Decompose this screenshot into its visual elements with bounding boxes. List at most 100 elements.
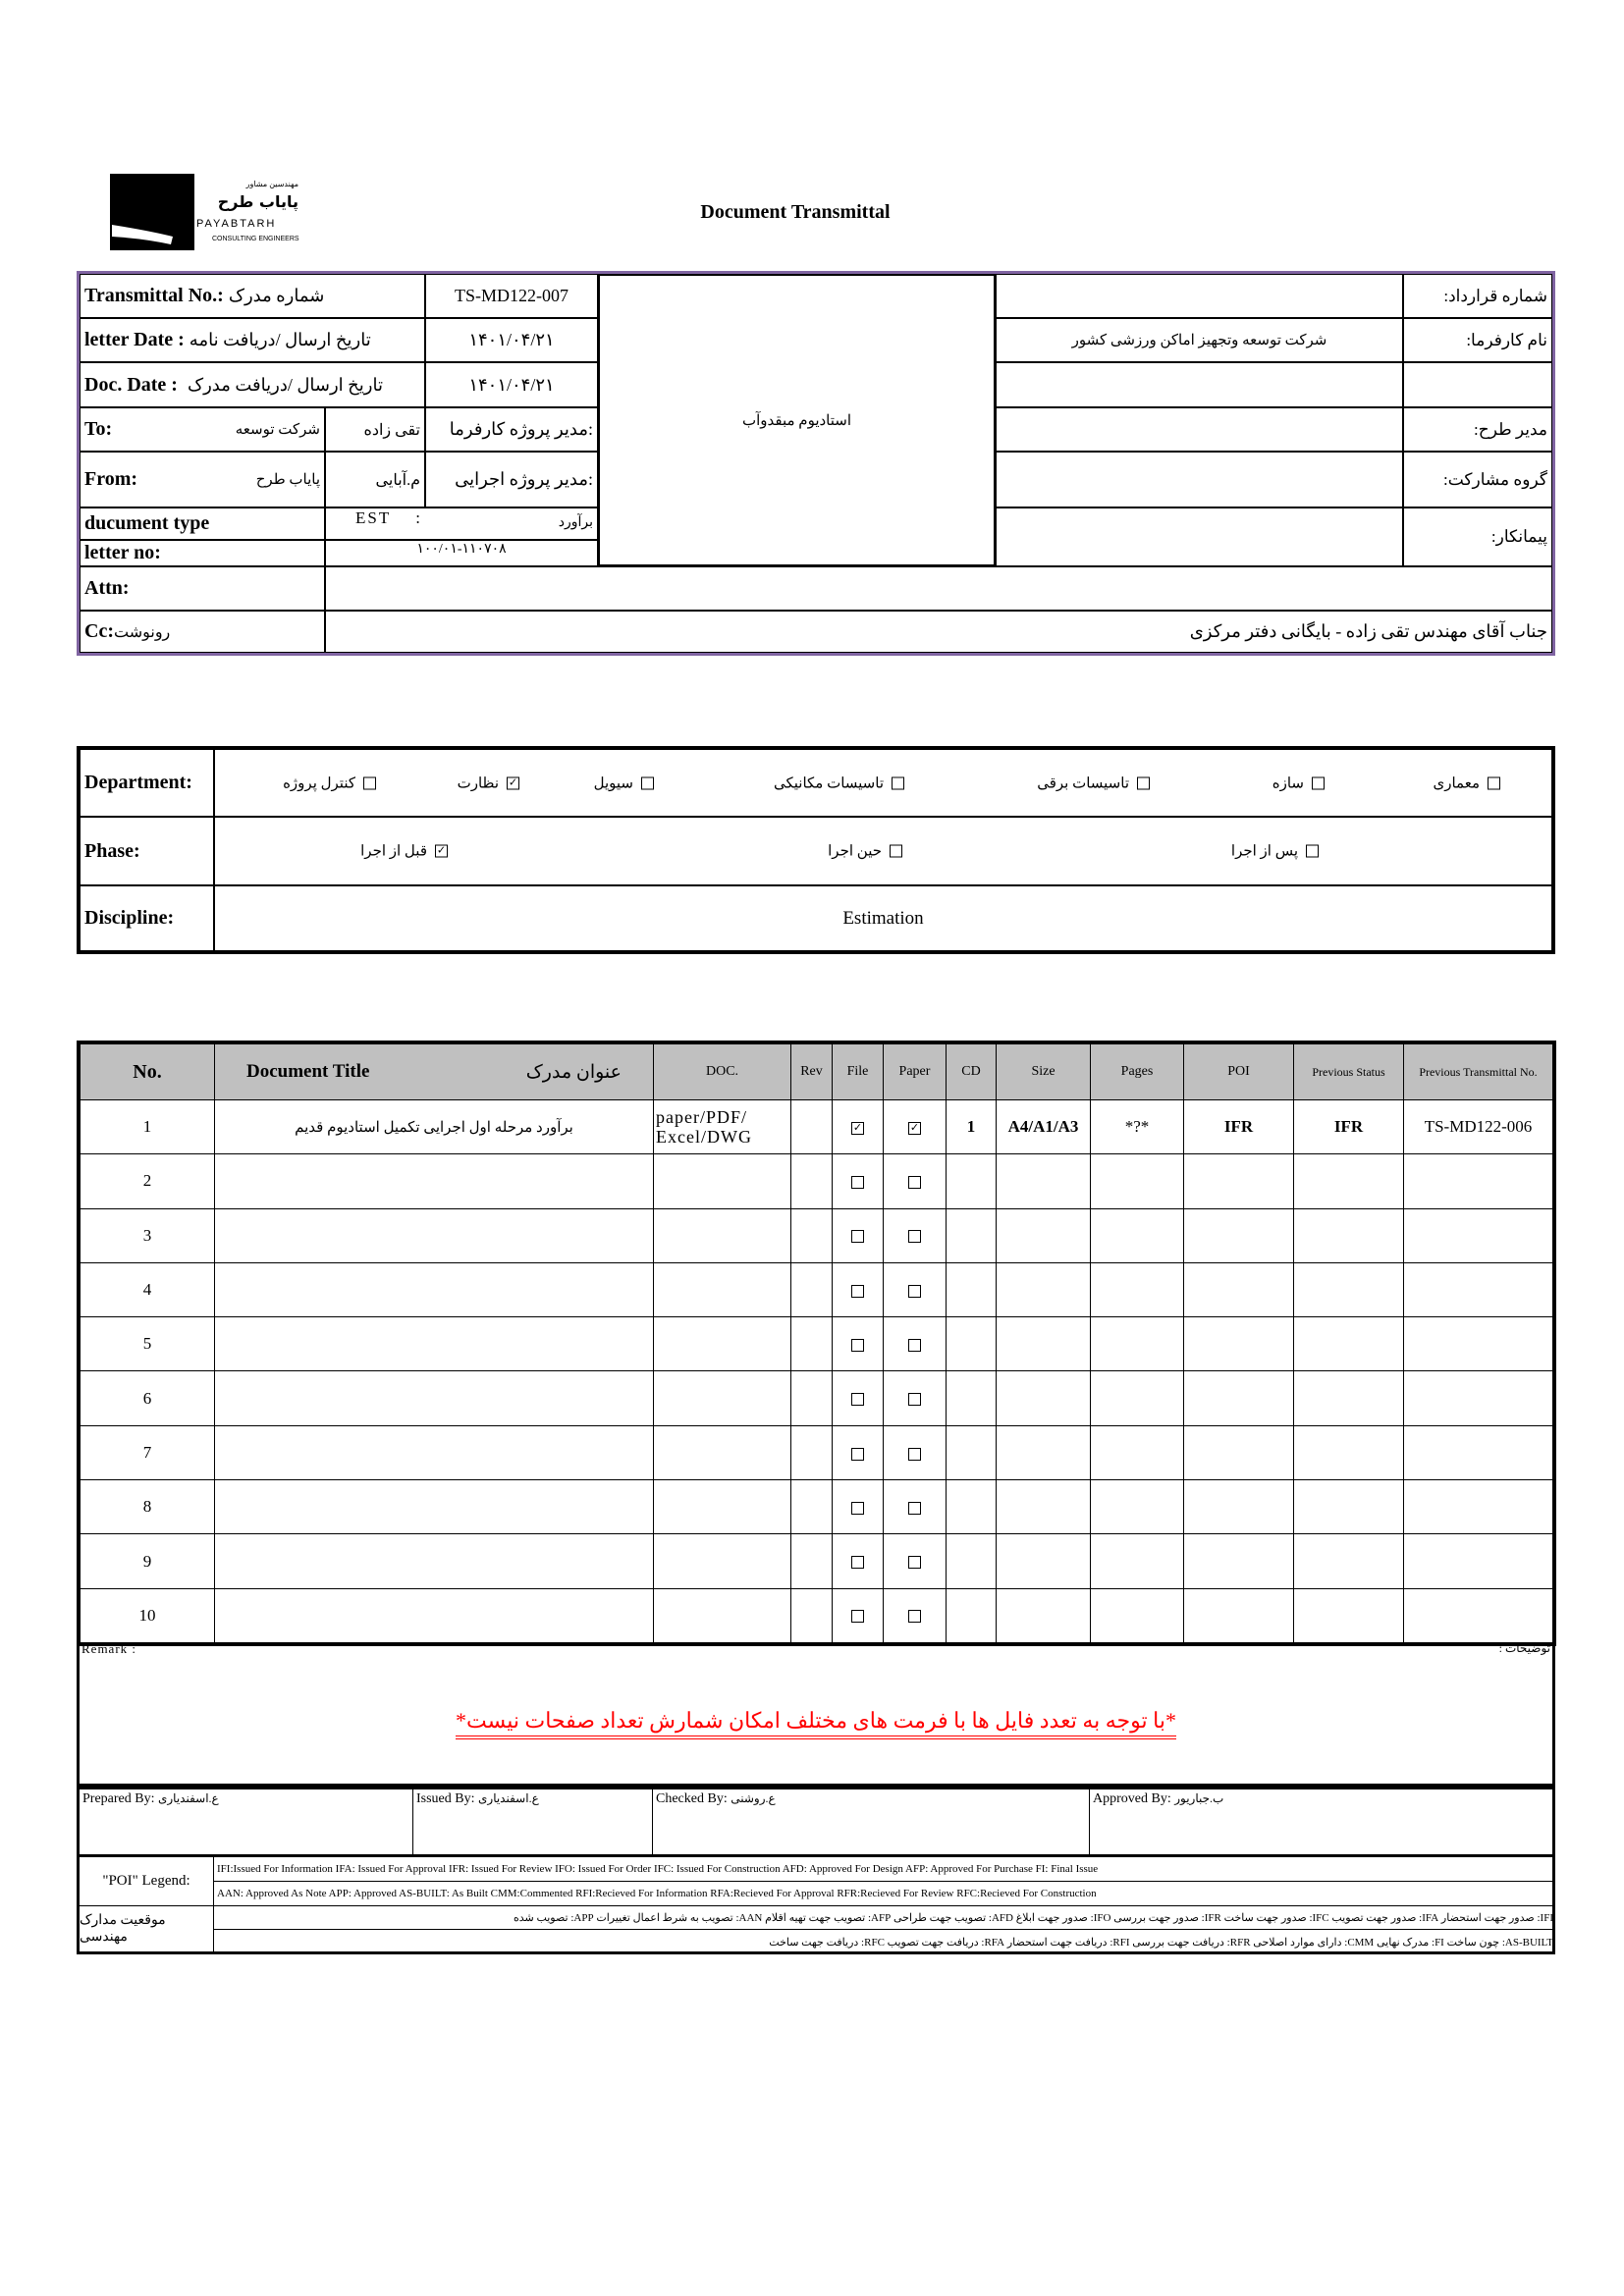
file-checkbox[interactable] [832, 1316, 884, 1372]
department-option[interactable]: معماری [1434, 774, 1500, 792]
checkbox-icon[interactable] [890, 844, 902, 858]
page-count [1090, 1479, 1184, 1535]
file-checkbox[interactable] [832, 1479, 884, 1535]
checkbox-icon[interactable] [908, 1556, 921, 1570]
checkbox-icon[interactable] [363, 776, 376, 789]
checkbox-icon[interactable] [1488, 776, 1500, 789]
checkbox-icon[interactable] [908, 1501, 921, 1515]
file-checkbox[interactable] [832, 1261, 884, 1318]
paper-size: A4/A1/A3 [996, 1098, 1091, 1155]
phase-option-label: حین اجرا [828, 843, 882, 860]
checkbox-icon[interactable] [892, 776, 904, 789]
document-title [214, 1533, 654, 1589]
previous-transmittal [1403, 1261, 1553, 1318]
department-option-label: کنترل پروژه [283, 775, 355, 791]
checkbox-icon[interactable] [851, 1338, 864, 1352]
checkbox-icon[interactable] [908, 1393, 921, 1407]
paper-checkbox[interactable] [883, 1587, 947, 1643]
revision [790, 1533, 833, 1589]
phase-option[interactable]: ✓ قبل از اجرا [360, 842, 448, 861]
signature-name: ع.اسفندیاری [478, 1791, 539, 1805]
phase-option[interactable]: حین اجرا [828, 842, 902, 861]
checked-checkbox-icon[interactable]: ✓ [851, 1121, 864, 1135]
file-checkbox[interactable]: ✓ [832, 1098, 884, 1155]
discipline-label: Discipline: [80, 885, 214, 951]
discipline-value: Estimation [214, 885, 1552, 951]
checkbox-icon[interactable] [851, 1176, 864, 1190]
paper-checkbox[interactable]: ✓ [883, 1098, 947, 1155]
cd-count [946, 1207, 997, 1263]
cd-count [946, 1370, 997, 1426]
revision [790, 1370, 833, 1426]
checkbox-icon[interactable] [851, 1556, 864, 1570]
paper-checkbox[interactable] [883, 1207, 947, 1263]
paper-checkbox[interactable] [883, 1533, 947, 1589]
remark-label: Remark : [81, 1641, 137, 1656]
page-count [1090, 1370, 1184, 1426]
checkbox-icon[interactable] [1312, 776, 1325, 789]
paper-checkbox[interactable] [883, 1316, 947, 1372]
checked-checkbox-icon[interactable]: ✓ [908, 1121, 921, 1135]
department-option[interactable]: تاسیسات مکانیکی [774, 774, 904, 792]
signature-label: Approved By: [1093, 1791, 1171, 1806]
file-checkbox[interactable] [832, 1207, 884, 1263]
cd-count [946, 1587, 997, 1643]
checkbox-icon[interactable] [908, 1176, 921, 1190]
row-number: 10 [80, 1587, 215, 1643]
page-count [1090, 1316, 1184, 1372]
page-count [1090, 1153, 1184, 1209]
checkbox-icon[interactable] [908, 1447, 921, 1461]
file-checkbox[interactable] [832, 1587, 884, 1643]
department-option[interactable]: ✓ نظارت [458, 774, 519, 792]
phase-option[interactable]: پس از اجرا [1231, 842, 1319, 861]
documents-table-wrap: No. Document Title عنوان مدرک DOC. Rev Fi… [77, 1041, 1556, 1646]
remark-note-wrap: *با توجه به تعدد فایل ها با فرمت های مخت… [80, 1708, 1552, 1739]
file-checkbox[interactable] [832, 1370, 884, 1426]
department-option[interactable]: تاسیسات برقی [1037, 774, 1150, 792]
checkbox-icon[interactable] [851, 1393, 864, 1407]
page-count [1090, 1533, 1184, 1589]
checkbox-icon[interactable] [1137, 776, 1150, 789]
checkbox-icon[interactable] [851, 1230, 864, 1244]
header-previous-transmittal: Previous Transmittal No. [1403, 1043, 1553, 1100]
paper-checkbox[interactable] [883, 1424, 947, 1481]
previous-status [1293, 1370, 1404, 1426]
checkbox-icon[interactable] [851, 1447, 864, 1461]
paper-checkbox[interactable] [883, 1153, 947, 1209]
checkbox-icon[interactable] [908, 1230, 921, 1244]
document-title [214, 1587, 654, 1643]
right-row-value [996, 507, 1403, 566]
checked-checkbox-icon[interactable]: ✓ [435, 844, 448, 858]
paper-checkbox[interactable] [883, 1261, 947, 1318]
checkbox-icon[interactable] [908, 1610, 921, 1624]
file-checkbox[interactable] [832, 1153, 884, 1209]
checkbox-icon[interactable] [851, 1501, 864, 1515]
department-option[interactable]: سازه [1272, 774, 1325, 792]
checkbox-icon[interactable] [851, 1284, 864, 1298]
header-doc: DOC. [653, 1043, 791, 1100]
paper-checkbox[interactable] [883, 1370, 947, 1426]
page-count: *?* [1090, 1098, 1184, 1155]
checkbox-icon[interactable] [908, 1338, 921, 1352]
document-type-value: EST : برآورد [325, 507, 598, 540]
department-option[interactable]: کنترل پروژه [283, 774, 376, 792]
previous-transmittal: TS-MD122-006 [1403, 1098, 1553, 1155]
document-title [214, 1261, 654, 1318]
previous-status [1293, 1533, 1404, 1589]
cd-count [946, 1533, 997, 1589]
checkbox-icon[interactable] [641, 776, 654, 789]
checkbox-icon[interactable] [851, 1610, 864, 1624]
paper-checkbox[interactable] [883, 1479, 947, 1535]
file-checkbox[interactable] [832, 1424, 884, 1481]
row-number: 4 [80, 1261, 215, 1318]
poi-status: IFR [1183, 1098, 1294, 1155]
department-option[interactable]: سیویل [594, 774, 654, 792]
poi-status [1183, 1424, 1294, 1481]
previous-status [1293, 1479, 1404, 1535]
file-checkbox[interactable] [832, 1533, 884, 1589]
page-count [1090, 1424, 1184, 1481]
checked-checkbox-icon[interactable]: ✓ [507, 776, 519, 789]
right-row-value [996, 362, 1403, 407]
checkbox-icon[interactable] [1306, 844, 1319, 858]
checkbox-icon[interactable] [908, 1284, 921, 1298]
